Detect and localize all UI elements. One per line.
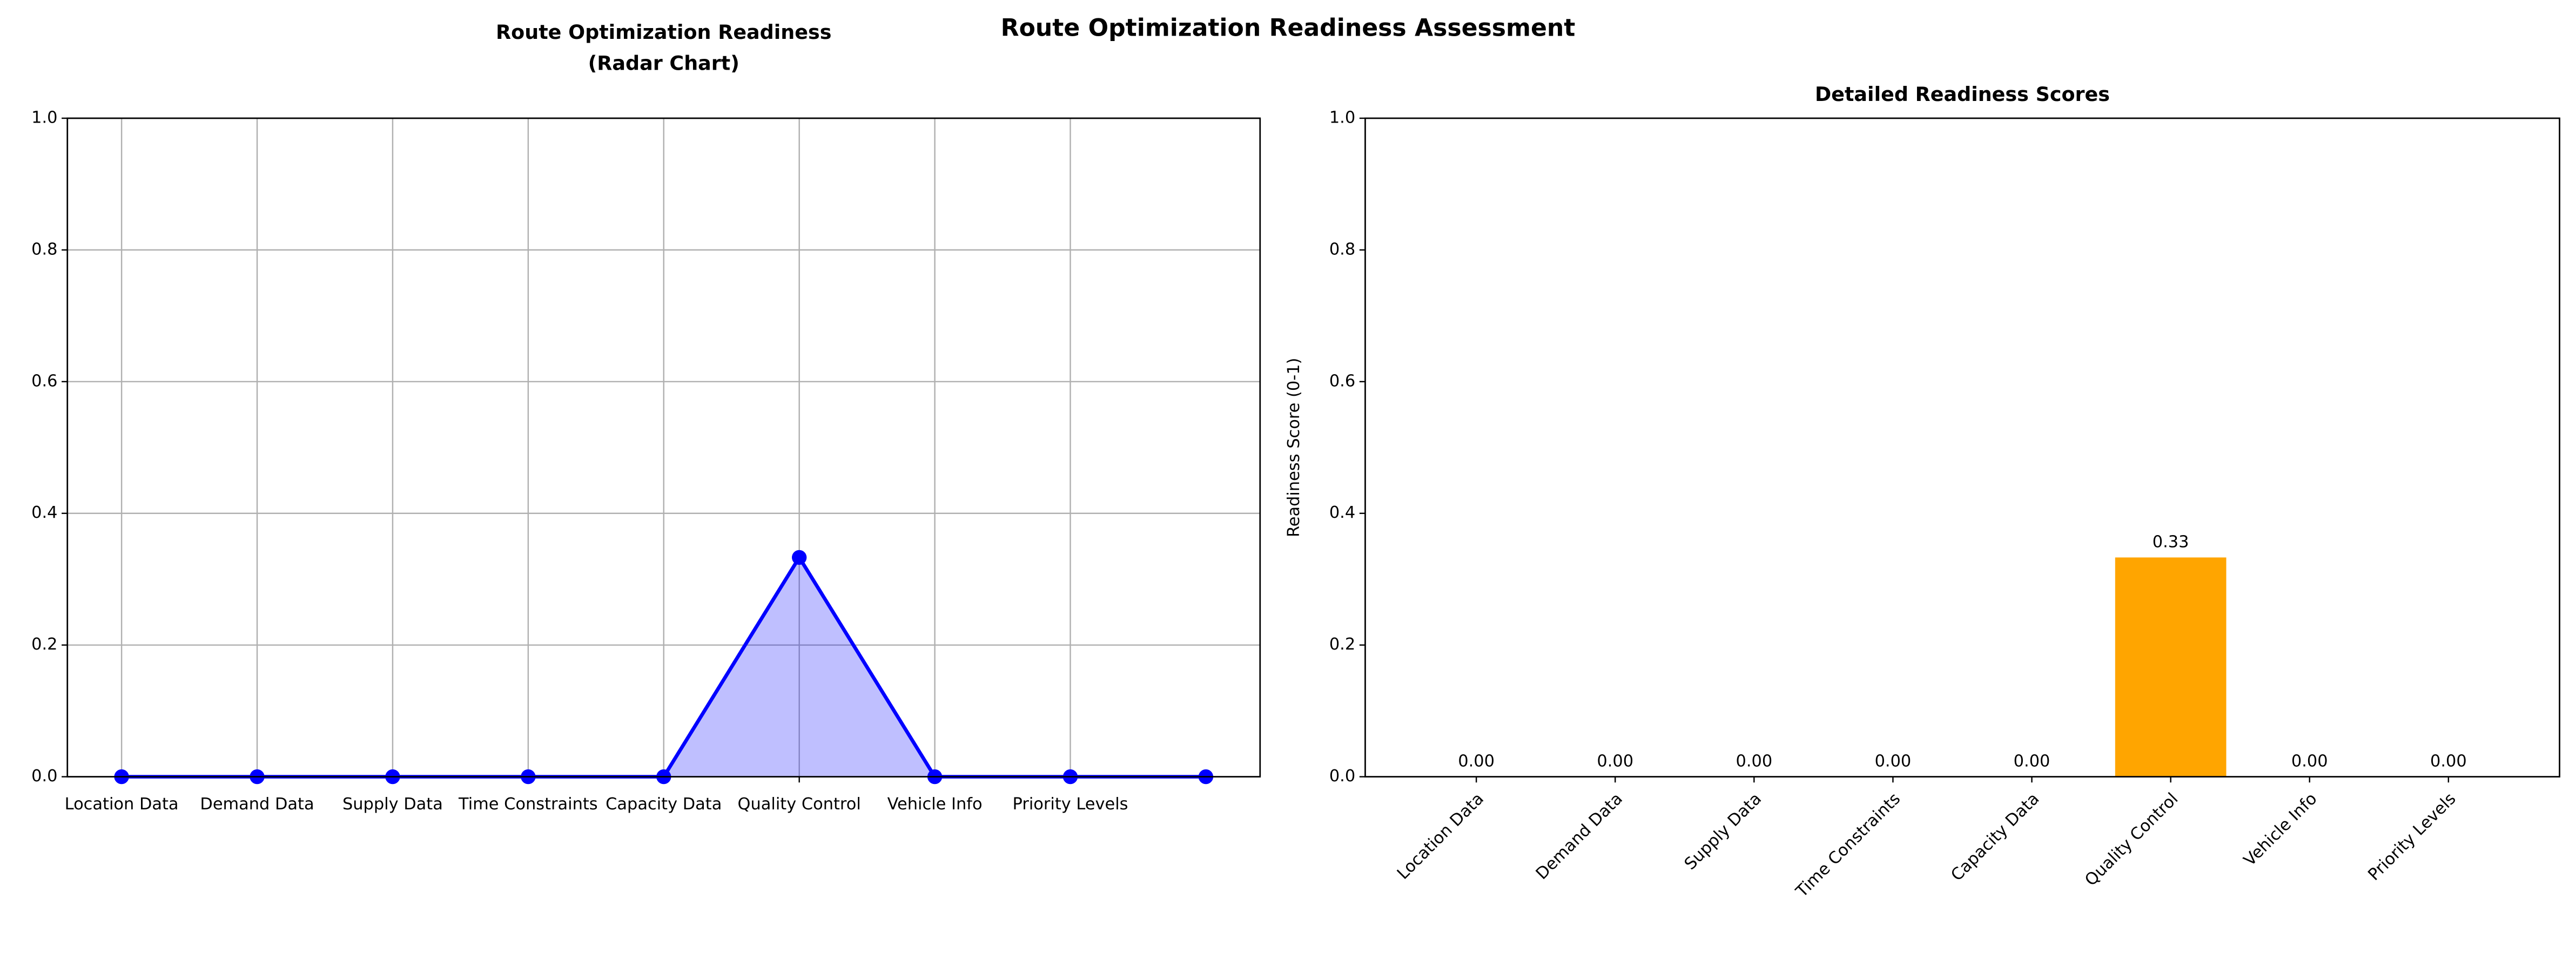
y-axis-label: Readiness Score (0-1): [1284, 358, 1303, 537]
y-tick-label: 1.0: [1329, 108, 1355, 127]
x-tick-label: Quality Control: [738, 795, 861, 814]
value-label: 0.33: [2153, 533, 2189, 552]
x-tick-label: Quality Control: [2081, 789, 2182, 890]
y-tick-label: 0.6: [31, 371, 57, 390]
value-label: 0.00: [2014, 752, 2050, 771]
y-tick-label: 0.8: [31, 240, 57, 259]
y-tick-label: 1.0: [31, 108, 57, 127]
x-tick-label: Capacity Data: [606, 795, 722, 814]
x-tick-label: Capacity Data: [1947, 789, 2043, 885]
x-tick-label: Vehicle Info: [2240, 789, 2321, 870]
y-tick-label: 0.0: [1329, 767, 1355, 786]
value-label: 0.00: [1736, 752, 1772, 771]
value-label: 0.00: [1597, 752, 1633, 771]
axes-frame: [1364, 117, 2560, 778]
y-tick-label: 0.2: [1329, 635, 1355, 654]
x-tick-label: Time Constraints: [458, 795, 598, 814]
y-tick-label: 0.8: [1329, 240, 1355, 259]
figure-title: Route Optimization Readiness Assessment: [1001, 15, 1576, 42]
x-tick-label: Location Data: [1394, 789, 1488, 883]
x-tick-label: Supply Data: [342, 795, 443, 814]
y-tick-label: 0.4: [1329, 503, 1355, 522]
marker: [791, 550, 807, 565]
x-tick-label: Priority Levels: [1013, 795, 1128, 814]
value-label: 0.00: [1458, 752, 1495, 771]
y-tick-label: 0.6: [1329, 371, 1355, 390]
x-tick-label: Demand Data: [1532, 789, 1626, 883]
y-tick-label: 0.4: [31, 503, 57, 522]
x-tick-label: Vehicle Info: [887, 795, 983, 814]
x-tick-label: Supply Data: [1681, 789, 1765, 874]
y-tick-label: 0.0: [31, 767, 57, 786]
bar: [2115, 557, 2227, 777]
x-tick-label: Priority Levels: [2365, 789, 2460, 884]
value-label: 0.00: [2430, 752, 2467, 771]
axes-frame: [66, 117, 1261, 778]
title-line: (Radar Chart): [588, 51, 739, 75]
value-label: 0.00: [1875, 752, 1912, 771]
y-tick-label: 0.2: [31, 635, 57, 654]
x-tick-label: Location Data: [65, 795, 179, 814]
chart-title: Route Optimization Readiness (Radar Chart…: [496, 20, 831, 75]
x-tick-label: Time Constraints: [1792, 789, 1905, 902]
value-label: 0.00: [2291, 752, 2328, 771]
title-line: Route Optimization Readiness: [496, 20, 831, 43]
x-tick-label: Demand Data: [200, 795, 314, 814]
chart-title: Detailed Readiness Scores: [1815, 83, 2110, 106]
